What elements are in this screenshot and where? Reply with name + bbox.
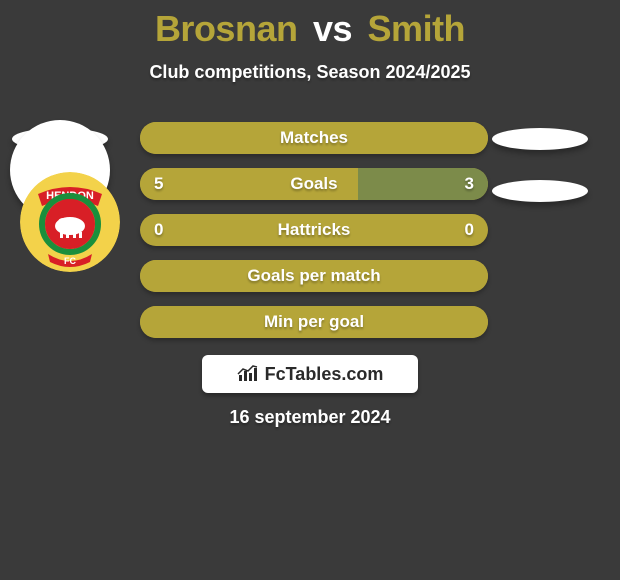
stat-row: Goals per match [140,260,488,292]
club-badge: HENDON FC [20,172,120,272]
stat-label: Goals [140,168,488,200]
branding-badge[interactable]: FcTables.com [202,355,418,393]
stat-label: Matches [140,122,488,154]
stat-row: 53Goals [140,168,488,200]
player-left-name: Brosnan [155,8,298,49]
stat-label: Min per goal [140,306,488,338]
footer-date: 16 september 2024 [0,407,620,428]
stat-row: Matches [140,122,488,154]
chart-icon [237,365,259,383]
platform-oval [492,180,588,202]
branding-text: FcTables.com [265,364,384,385]
svg-text:FC: FC [64,256,76,266]
page-title: Brosnan vs Smith [0,0,620,50]
player-right-name: Smith [368,8,466,49]
stat-label: Hattricks [140,214,488,246]
vs-text: vs [313,8,352,49]
stat-label: Goals per match [140,260,488,292]
subtitle: Club competitions, Season 2024/2025 [0,62,620,83]
stat-row: Min per goal [140,306,488,338]
stat-row: 00Hattricks [140,214,488,246]
comparison-infographic: Brosnan vs Smith Club competitions, Seas… [0,0,620,580]
stats-rows: Matches 53Goals 00Hattricks Goals per match… [140,122,488,352]
platform-oval [492,128,588,150]
